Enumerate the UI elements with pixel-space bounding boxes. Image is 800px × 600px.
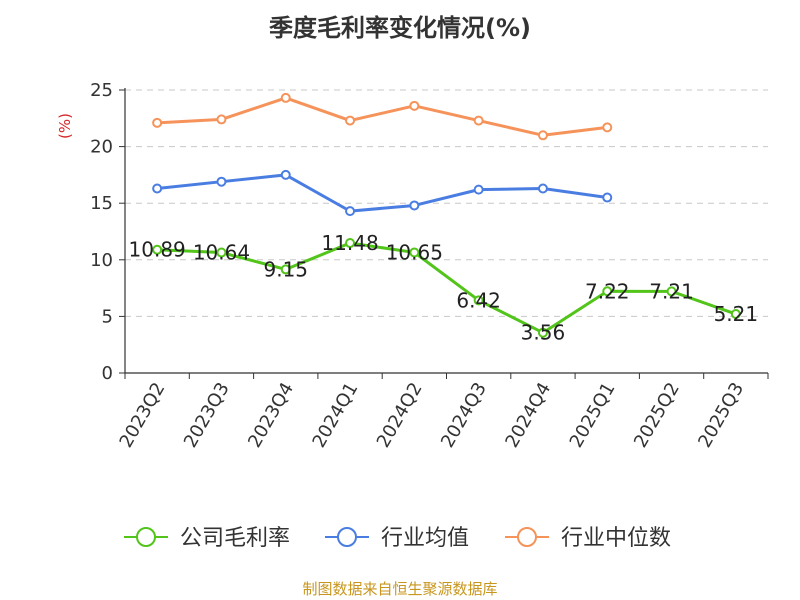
data-label: 9.15: [263, 257, 308, 281]
y-tick-label: 5: [102, 306, 113, 327]
y-tick-label: 0: [102, 363, 113, 384]
legend-item: 行业均值: [325, 526, 469, 551]
data-point: [216, 247, 227, 258]
grid-lines: [125, 89, 768, 317]
data-point: [152, 244, 163, 255]
data-label: 10.89: [129, 238, 186, 262]
data-label: 10.64: [193, 241, 250, 265]
x-tick-label: 2023Q3: [180, 379, 234, 451]
series-line: [157, 96, 608, 137]
data-point: [602, 192, 613, 203]
legend-label: 公司毛利率: [180, 526, 290, 551]
data-point: [602, 122, 613, 133]
x-tick-label: 2023Q4: [244, 379, 298, 451]
x-tick-label: 2024Q4: [501, 379, 555, 451]
x-tick-label: 2024Q2: [373, 379, 427, 451]
legend-marker: [517, 527, 537, 547]
x-tick-label: 2025Q2: [630, 379, 684, 451]
data-point: [537, 327, 548, 338]
legend-item: 行业中位数: [505, 526, 671, 551]
x-tick-label: 2025Q3: [694, 379, 748, 451]
data-point: [345, 115, 356, 126]
axes: [124, 88, 768, 374]
data-label: 7.21: [649, 279, 694, 303]
series-points: [152, 92, 741, 338]
x-tick-label: 2025Q1: [566, 379, 620, 451]
data-point: [280, 92, 291, 103]
data-point: [473, 184, 484, 195]
data-point: [152, 117, 163, 128]
x-axis-ticks: 2023Q2 2023Q3 2023Q4 2024Q1 2024Q2 2024Q3 2024…: [116, 373, 769, 451]
data-point: [537, 130, 548, 141]
data-point: [409, 100, 420, 111]
source-footer: 制图数据来自恒生聚源数据库: [302, 580, 498, 598]
x-tick-label: 2023Q2: [116, 379, 170, 451]
y-tick-label: 20: [90, 137, 113, 158]
data-point: [409, 200, 420, 211]
data-labels: 10.89 10.64 9.15 11.48 10.65 6.42 3.56 7.22 7.21…: [129, 231, 759, 345]
data-point: [152, 183, 163, 194]
legend-item: 公司毛利率: [124, 526, 290, 551]
data-point: [216, 176, 227, 187]
y-tick-label: 25: [90, 80, 113, 101]
data-point: [473, 295, 484, 306]
data-point: [537, 183, 548, 194]
y-axis-ticks: 0 5 10 15 20 25: [90, 80, 125, 384]
data-point: [730, 309, 741, 320]
legend-label: 行业中位数: [561, 526, 671, 551]
series-line: [156, 173, 608, 213]
legend-label: 行业均值: [381, 526, 469, 551]
y-tick-label: 15: [90, 193, 113, 214]
series-lines: [156, 96, 737, 335]
data-label: 10.65: [386, 240, 443, 264]
data-label: 6.42: [456, 288, 501, 312]
data-point: [409, 247, 420, 258]
legend-marker: [136, 527, 156, 547]
data-label: 5.21: [714, 302, 759, 326]
data-label: 3.56: [521, 321, 566, 345]
legend-marker: [337, 527, 357, 547]
y-tick-label: 10: [90, 250, 113, 271]
data-point: [666, 286, 677, 297]
data-label: 11.48: [321, 231, 378, 255]
x-tick-label: 2024Q3: [437, 379, 491, 451]
x-tick-label: 2024Q1: [308, 379, 362, 451]
data-point: [216, 114, 227, 125]
data-point: [602, 286, 613, 297]
series-line: [157, 241, 737, 335]
data-point: [280, 169, 291, 180]
data-point: [473, 115, 484, 126]
data-point: [345, 238, 356, 249]
legend: 公司毛利率 行业均值 行业中位数: [124, 526, 671, 551]
data-point: [280, 264, 291, 275]
y-axis-label: (%): [56, 113, 74, 139]
chart-title: 季度毛利率变化情况(%): [269, 14, 531, 42]
data-point: [345, 206, 356, 217]
data-label: 7.22: [585, 279, 630, 303]
